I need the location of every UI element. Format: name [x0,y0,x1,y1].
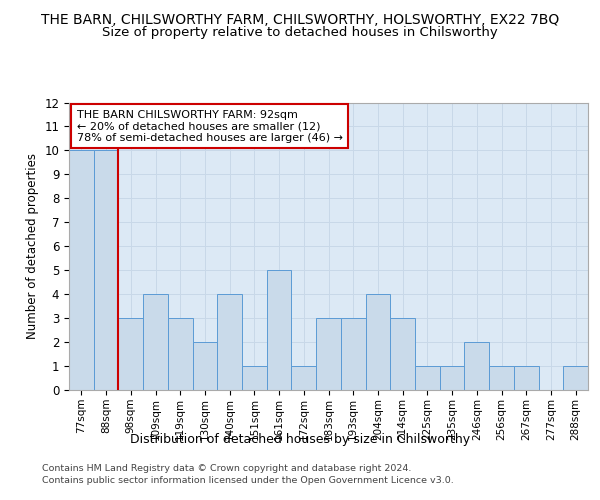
Bar [390,318,415,390]
Bar [514,366,539,390]
Bar [168,318,193,390]
Text: Contains public sector information licensed under the Open Government Licence v3: Contains public sector information licen… [42,476,454,485]
Bar [365,294,390,390]
Bar [193,342,217,390]
Bar [217,294,242,390]
Bar [563,366,588,390]
Text: Distribution of detached houses by size in Chilsworthy: Distribution of detached houses by size … [130,432,470,446]
Bar [267,270,292,390]
Y-axis label: Number of detached properties: Number of detached properties [26,153,39,340]
Bar [143,294,168,390]
Bar [464,342,489,390]
Bar [440,366,464,390]
Text: Contains HM Land Registry data © Crown copyright and database right 2024.: Contains HM Land Registry data © Crown c… [42,464,412,473]
Bar [242,366,267,390]
Text: THE BARN CHILSWORTHY FARM: 92sqm
← 20% of detached houses are smaller (12)
78% o: THE BARN CHILSWORTHY FARM: 92sqm ← 20% o… [77,110,343,143]
Bar [118,318,143,390]
Bar [316,318,341,390]
Bar [94,150,118,390]
Text: THE BARN, CHILSWORTHY FARM, CHILSWORTHY, HOLSWORTHY, EX22 7BQ: THE BARN, CHILSWORTHY FARM, CHILSWORTHY,… [41,12,559,26]
Bar [292,366,316,390]
Bar [341,318,365,390]
Bar [415,366,440,390]
Bar [69,150,94,390]
Bar [489,366,514,390]
Text: Size of property relative to detached houses in Chilsworthy: Size of property relative to detached ho… [102,26,498,39]
